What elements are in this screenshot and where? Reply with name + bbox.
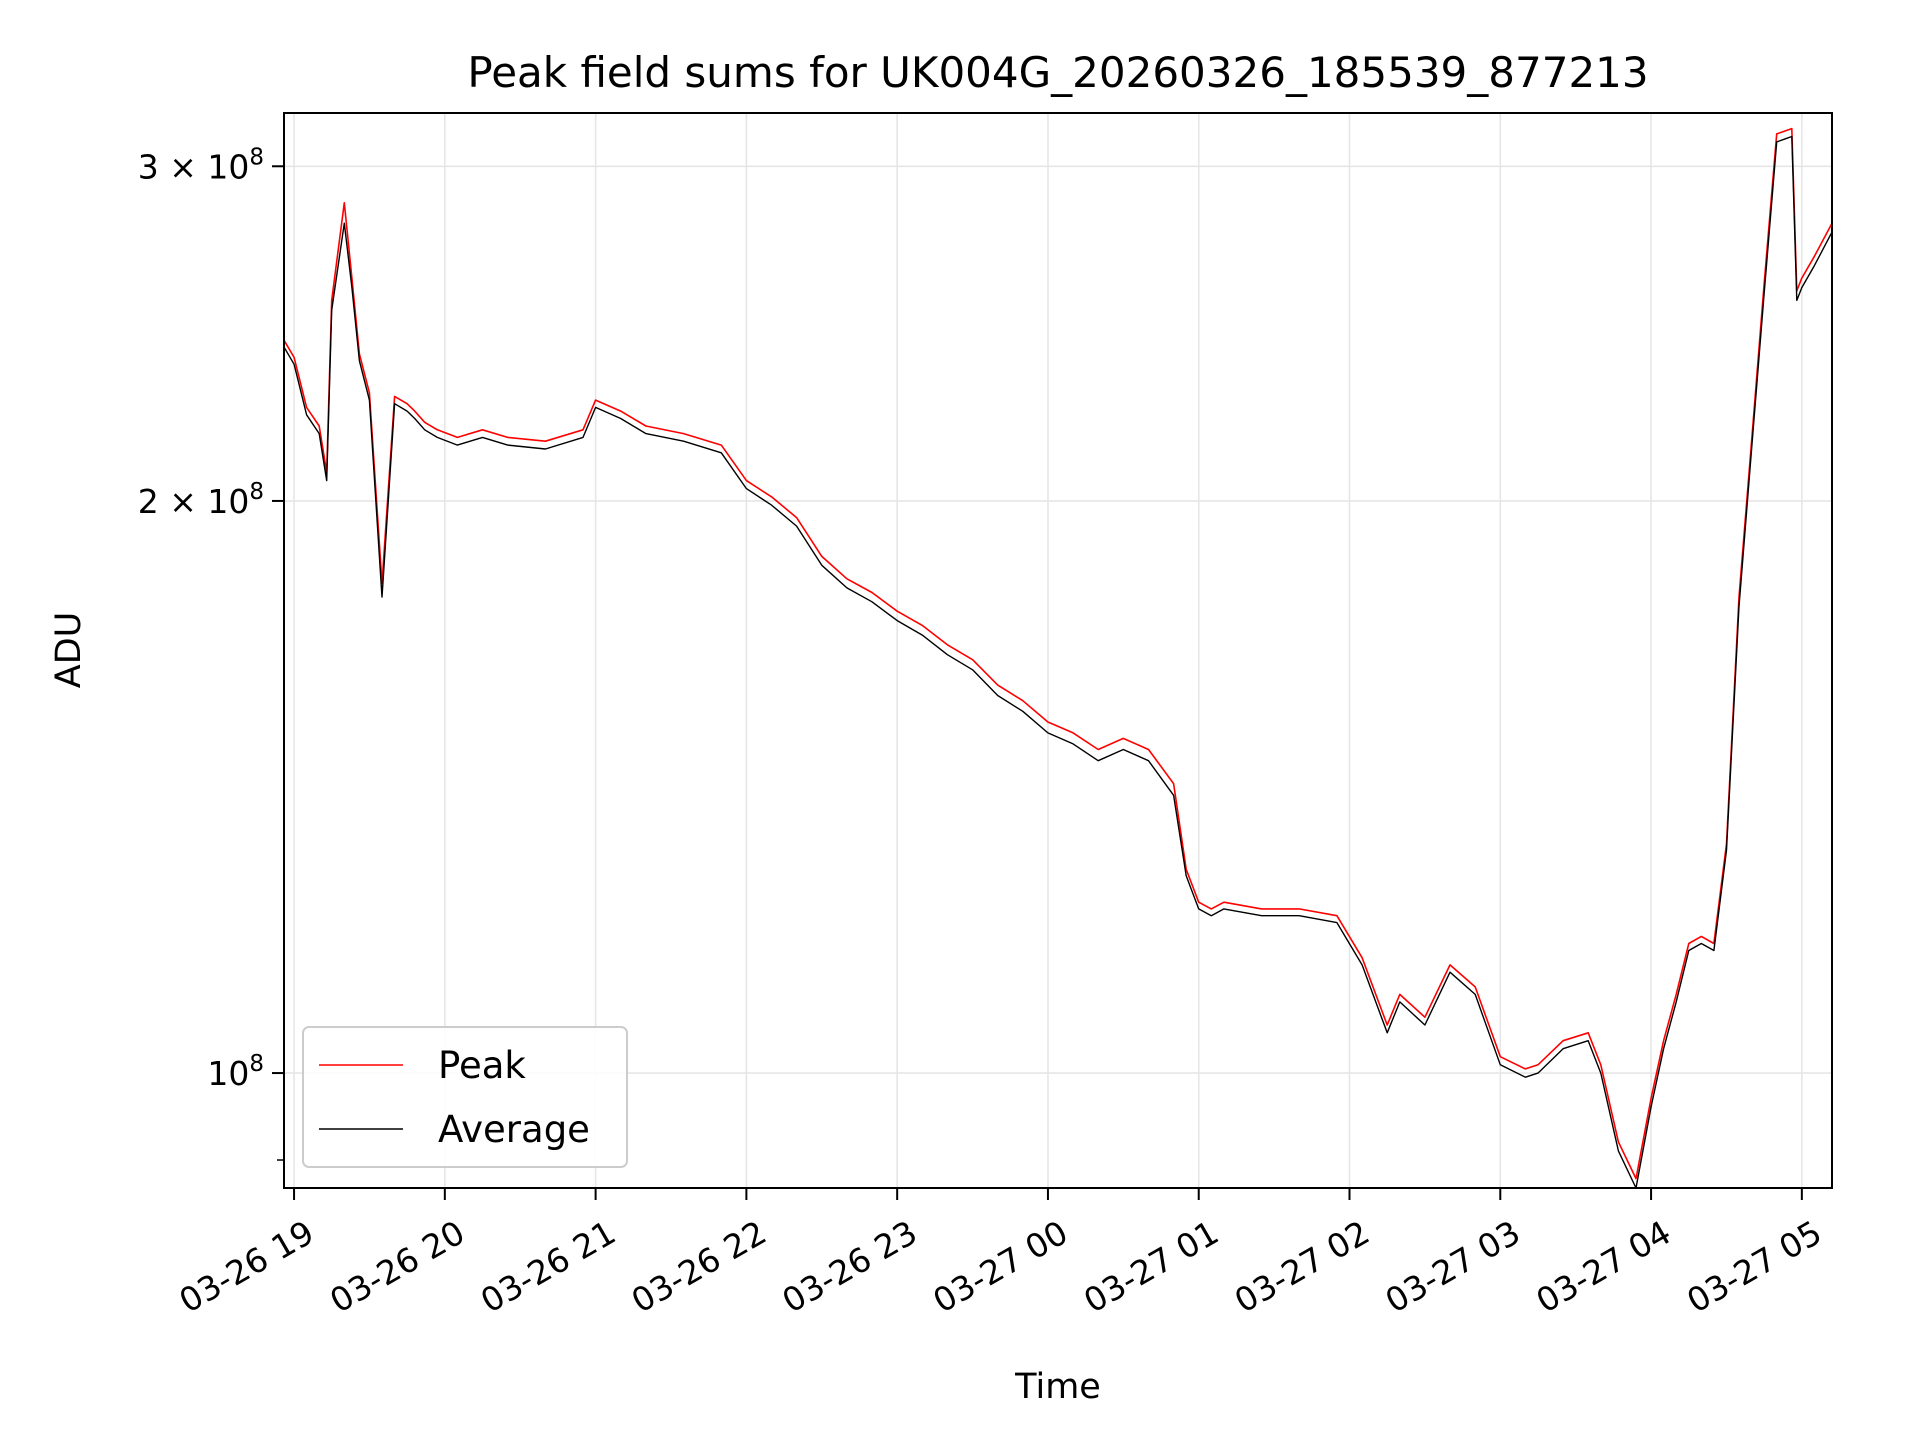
plot-series [283,127,1833,1189]
y-tick-label: 108 [207,1051,264,1093]
series-line-average [283,135,1833,1189]
series-line-peak [283,127,1833,1180]
legend-box [302,1026,628,1168]
legend: Peak Average [302,1026,628,1168]
grid [284,113,1832,1188]
x-axis-label: Time [1014,1367,1101,1407]
chart-title: Peak field sums for UK004G_20260326_1855… [467,48,1648,97]
legend-label-average: Average [438,1108,590,1151]
y-tick-label: 3 × 108 [138,144,264,186]
legend-label-peak: Peak [438,1044,526,1087]
plot-frame [283,112,1833,1189]
y-axis-label: ADU [49,612,89,689]
y-tick-label: 2 × 108 [138,479,264,521]
y-axis: 108 2 × 108 3 × 108 [138,144,284,1161]
